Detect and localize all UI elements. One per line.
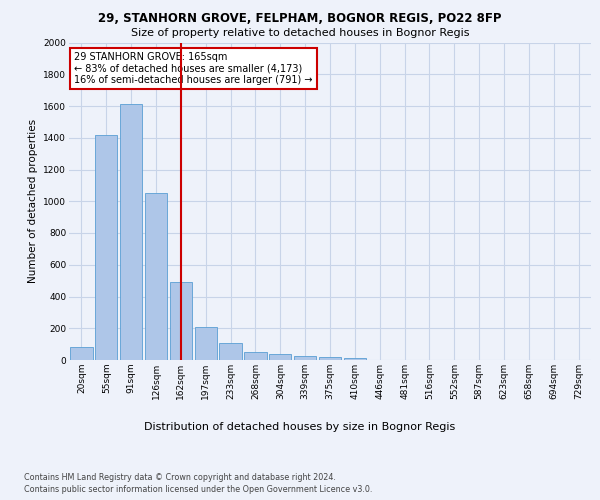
Text: 29, STANHORN GROVE, FELPHAM, BOGNOR REGIS, PO22 8FP: 29, STANHORN GROVE, FELPHAM, BOGNOR REGI…: [98, 12, 502, 26]
Bar: [294, 356, 316, 360]
Bar: [319, 357, 341, 360]
Text: Contains HM Land Registry data © Crown copyright and database right 2024.: Contains HM Land Registry data © Crown c…: [24, 472, 336, 482]
Bar: [194, 328, 217, 360]
Text: 29 STANHORN GROVE: 165sqm
← 83% of detached houses are smaller (4,173)
16% of se: 29 STANHORN GROVE: 165sqm ← 83% of detac…: [74, 52, 313, 85]
Bar: [244, 352, 266, 360]
Y-axis label: Number of detached properties: Number of detached properties: [28, 119, 38, 284]
Bar: [344, 358, 366, 360]
Text: Contains public sector information licensed under the Open Government Licence v3: Contains public sector information licen…: [24, 485, 373, 494]
Bar: [145, 194, 167, 360]
Bar: [220, 344, 242, 360]
Bar: [120, 104, 142, 360]
Bar: [269, 354, 292, 360]
Text: Size of property relative to detached houses in Bognor Regis: Size of property relative to detached ho…: [131, 28, 469, 38]
Text: Distribution of detached houses by size in Bognor Regis: Distribution of detached houses by size …: [145, 422, 455, 432]
Bar: [70, 348, 92, 360]
Bar: [170, 282, 192, 360]
Bar: [95, 134, 118, 360]
